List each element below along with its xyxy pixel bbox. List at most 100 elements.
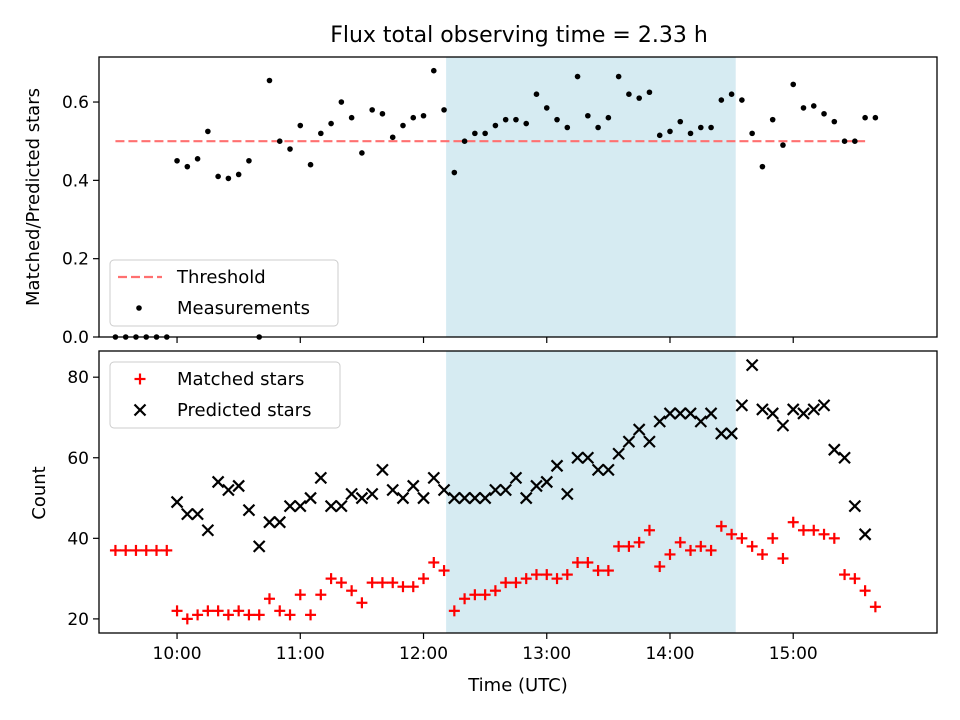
y-tick-label: 40 <box>67 529 89 549</box>
ratio-y-axis: 0.0 0.2 0.4 0.6 <box>62 93 99 348</box>
predicted-star-point <box>807 403 821 416</box>
count-y-axis-label: Count <box>29 466 50 519</box>
measurement-point <box>482 130 488 137</box>
measurement-point <box>821 110 827 117</box>
matched-star-point <box>582 557 594 568</box>
y-tick-label: 60 <box>67 449 89 469</box>
measurement-point <box>328 120 334 127</box>
measurement-point <box>523 120 530 127</box>
legend-threshold-label: Threshold <box>176 267 266 288</box>
matched-star-point <box>387 577 399 589</box>
matched-star-point <box>294 589 306 601</box>
measurement-point <box>646 89 653 96</box>
ratio-y-axis-label: Matched/Predicted stars <box>23 88 44 306</box>
count-marks <box>109 358 881 625</box>
y-tick-label: 80 <box>67 368 89 388</box>
matched-star-point <box>695 540 707 552</box>
matched-star-point <box>623 540 635 552</box>
measurement-point <box>636 95 642 101</box>
predicted-star-point <box>365 487 379 501</box>
measurement-point <box>585 112 591 119</box>
matched-star-point <box>746 540 758 552</box>
predicted-star-point <box>581 451 595 465</box>
measurement-point <box>389 134 396 141</box>
matched-star-point <box>500 577 512 589</box>
matched-star-point <box>808 524 820 536</box>
predicted-star-point <box>355 491 369 505</box>
matched-star-point <box>346 585 358 597</box>
predicted-star-point <box>304 491 317 505</box>
ratio-x-axis <box>176 337 794 343</box>
predicted-star-point <box>386 483 399 497</box>
matched-star-point <box>243 609 255 621</box>
matched-star-point <box>654 561 666 573</box>
predicted-star-point <box>468 491 482 505</box>
matched-star-point <box>438 565 450 577</box>
matched-star-point <box>489 585 501 597</box>
matched-star-point <box>428 557 440 568</box>
matched-star-point <box>767 532 779 544</box>
measurement-point <box>574 73 581 80</box>
count-x-axis: 10:00 11:00 12:00 13:00 14:00 15:00 <box>153 633 818 664</box>
matched-star-point <box>459 593 471 605</box>
predicted-star-point <box>489 483 502 497</box>
measurement-point <box>287 146 293 152</box>
measurement-point <box>728 91 735 98</box>
y-tick-label: 0.2 <box>62 250 89 270</box>
measurement-point <box>235 171 242 178</box>
matched-star-point <box>633 536 645 548</box>
matched-star-point <box>839 569 851 581</box>
predicted-star-point <box>283 499 297 513</box>
measurement-point <box>718 97 725 103</box>
measurement-point <box>276 138 283 144</box>
measurement-point <box>492 122 499 129</box>
x-tick-label: 11:00 <box>276 644 325 664</box>
measurement-point <box>359 150 365 156</box>
predicted-star-point <box>335 499 348 513</box>
matched-star-point <box>510 577 522 589</box>
measurement-point <box>246 157 252 164</box>
predicted-star-point <box>530 479 543 493</box>
predicted-star-point <box>478 491 492 505</box>
predicted-star-point <box>571 451 584 465</box>
measurement-point <box>687 130 694 137</box>
measurement-point <box>769 116 776 123</box>
matched-star-point <box>212 605 224 617</box>
measurement-point <box>697 124 704 131</box>
x-tick-label: 10:00 <box>153 644 202 664</box>
measurement-point <box>749 130 755 137</box>
measurement-point <box>307 161 314 168</box>
matched-star-point <box>171 605 183 617</box>
predicted-star-point <box>252 540 266 553</box>
matched-star-point <box>253 609 265 621</box>
count-y-axis: 20 40 60 80 <box>67 368 99 630</box>
matched-star-point <box>643 524 655 536</box>
predicted-star-point <box>294 499 307 513</box>
predicted-star-point <box>181 507 194 521</box>
measurement-point <box>543 105 550 111</box>
matched-star-point <box>818 528 830 540</box>
predicted-star-point <box>663 407 677 420</box>
measurement-point <box>564 124 571 131</box>
predicted-star-point <box>673 407 687 420</box>
count-plot-frame <box>98 350 938 634</box>
matched-star-point <box>161 544 173 556</box>
predicted-star-point <box>786 403 800 416</box>
matched-star-point <box>828 532 840 544</box>
measurement-point <box>872 114 879 121</box>
measurement-point <box>810 103 817 109</box>
predicted-star-point <box>745 358 759 372</box>
predicted-star-point <box>591 463 605 477</box>
matched-star-point <box>561 569 573 581</box>
matched-star-point <box>284 609 296 621</box>
predicted-star-point <box>735 399 749 412</box>
matched-star-point <box>335 577 347 589</box>
predicted-star-point <box>222 483 235 497</box>
measurement-point <box>667 128 673 135</box>
matched-star-point <box>263 593 275 605</box>
predicted-star-point <box>684 407 697 420</box>
measurement-point <box>831 118 838 125</box>
matched-star-point <box>448 605 460 617</box>
predicted-star-point <box>519 491 533 505</box>
